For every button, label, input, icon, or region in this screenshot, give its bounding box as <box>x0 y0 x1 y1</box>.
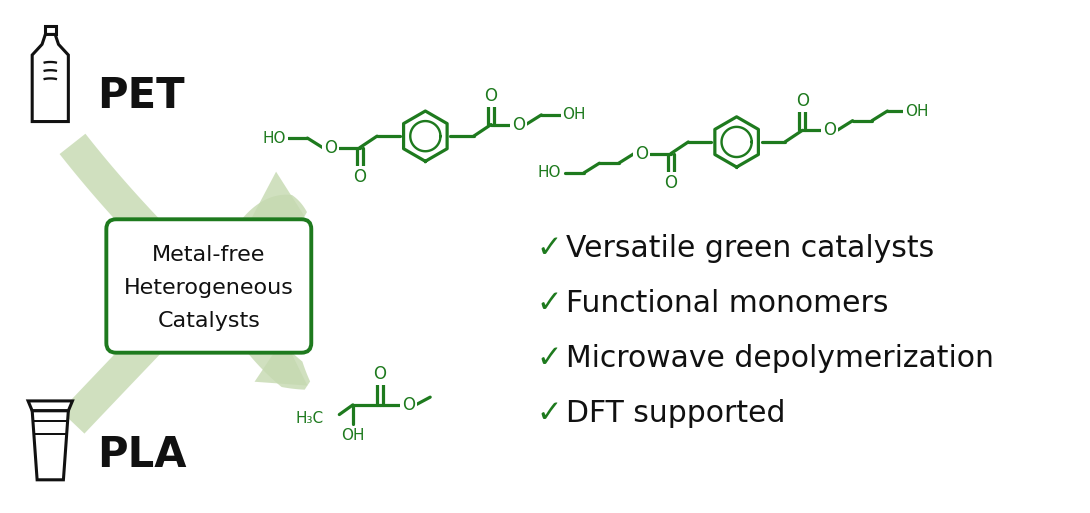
Text: O: O <box>665 173 677 191</box>
Text: O: O <box>511 115 524 133</box>
Polygon shape <box>252 172 304 218</box>
Polygon shape <box>60 134 207 290</box>
Text: Functional monomers: Functional monomers <box>566 289 888 318</box>
Text: Catalysts: Catalysts <box>157 311 261 331</box>
Text: Microwave depolymerization: Microwave depolymerization <box>566 344 993 373</box>
Text: HO: HO <box>537 165 561 181</box>
FancyBboxPatch shape <box>107 219 312 352</box>
Text: Versatile green catalysts: Versatile green catalysts <box>566 234 934 263</box>
Text: O: O <box>823 122 836 140</box>
Text: OH: OH <box>341 428 364 443</box>
Polygon shape <box>213 286 311 390</box>
Text: H₃C: H₃C <box>295 411 324 426</box>
Text: O: O <box>324 139 337 157</box>
Text: Metal-free: Metal-free <box>153 245 266 265</box>
Polygon shape <box>61 282 207 433</box>
Text: DFT supported: DFT supported <box>566 399 785 428</box>
Text: ✓: ✓ <box>536 234 562 263</box>
FancyBboxPatch shape <box>45 26 56 34</box>
Text: PLA: PLA <box>97 434 186 476</box>
Text: O: O <box>402 396 415 414</box>
Text: HO: HO <box>263 131 287 146</box>
Text: O: O <box>485 87 497 105</box>
Text: ✓: ✓ <box>536 289 562 318</box>
Polygon shape <box>28 401 72 411</box>
Polygon shape <box>213 194 307 285</box>
Text: OH: OH <box>562 107 586 123</box>
Text: O: O <box>796 92 809 110</box>
Text: ✓: ✓ <box>536 344 562 373</box>
Text: O: O <box>635 145 649 163</box>
Polygon shape <box>255 338 307 386</box>
Text: PET: PET <box>97 74 184 116</box>
Text: Heterogeneous: Heterogeneous <box>124 278 293 298</box>
Polygon shape <box>33 34 69 122</box>
Text: ✓: ✓ <box>536 399 562 428</box>
Text: O: O <box>374 365 387 383</box>
Text: OH: OH <box>905 104 929 119</box>
Polygon shape <box>33 411 69 480</box>
Text: O: O <box>353 168 366 186</box>
